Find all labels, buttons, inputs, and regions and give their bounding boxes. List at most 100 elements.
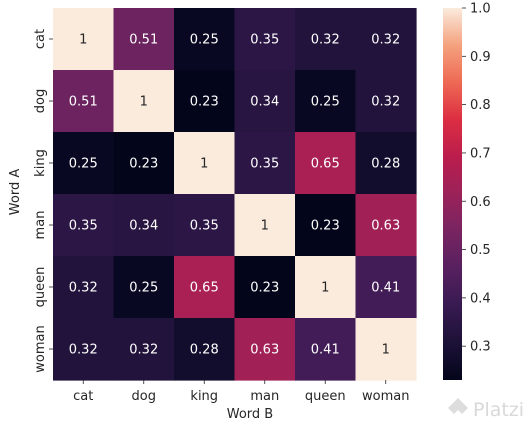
heatmap-cell-queen-king bbox=[174, 256, 236, 319]
heatmap-cell-label: 0.32 bbox=[371, 95, 400, 110]
heatmap-cell-label: 0.35 bbox=[190, 219, 219, 234]
heatmap-cell-king-dog bbox=[113, 132, 175, 195]
heatmap-cell-label: 0.32 bbox=[69, 343, 98, 358]
heatmap-cell-label: 0.32 bbox=[129, 343, 158, 358]
heatmap-cells bbox=[53, 8, 417, 381]
y-axis-ticks: cat dog king man queen woman bbox=[33, 29, 53, 373]
heatmap-cell-label: 0.32 bbox=[69, 281, 98, 296]
x-tick-label: king bbox=[190, 389, 218, 404]
heatmap-cell-man-woman bbox=[355, 194, 417, 257]
heatmap-cell-queen-queen bbox=[295, 256, 357, 319]
x-axis-ticks: cat dog king man queen woman bbox=[73, 380, 409, 404]
y-tick-label: king bbox=[33, 149, 48, 177]
heatmap-cell-dog-dog bbox=[113, 70, 175, 133]
heatmap-cell-label: 1 bbox=[140, 95, 148, 110]
heatmap-cell-label: 0.65 bbox=[190, 281, 219, 296]
colorbar-gradient bbox=[443, 8, 462, 380]
heatmap-cell-label: 0.51 bbox=[129, 33, 158, 48]
colorbar-tick-label: 0.6 bbox=[470, 195, 491, 210]
colorbar-tick-label: 0.8 bbox=[470, 98, 491, 113]
x-tick-label: woman bbox=[362, 389, 409, 404]
heatmap-cell-label: 0.28 bbox=[371, 157, 400, 172]
heatmap-cell-label: 0.35 bbox=[250, 157, 279, 172]
x-axis-label: Word B bbox=[227, 407, 273, 422]
heatmap-cell-label: 0.25 bbox=[190, 33, 219, 48]
heatmap-cell-man-queen bbox=[295, 194, 357, 257]
heatmap-cell-label: 0.63 bbox=[371, 219, 400, 234]
heatmap-cell-label: 0.25 bbox=[129, 281, 158, 296]
heatmap-cell-king-cat bbox=[53, 132, 115, 195]
heatmap-cell-label: 0.63 bbox=[250, 343, 279, 358]
heatmap-cell-label: 0.23 bbox=[250, 281, 279, 296]
y-tick-label: woman bbox=[33, 325, 48, 372]
y-tick-label: cat bbox=[33, 29, 48, 49]
heatmap-cell-label: 1 bbox=[321, 281, 329, 296]
x-tick-label: dog bbox=[132, 389, 156, 404]
y-axis-label: Word A bbox=[8, 169, 23, 216]
heatmap-cell-label: 1 bbox=[79, 33, 87, 48]
colorbar-tick-label: 0.5 bbox=[470, 243, 491, 258]
heatmap-cell-king-woman bbox=[355, 132, 417, 195]
heatmap-cell-woman-king bbox=[174, 318, 236, 381]
heatmap-cell-woman-dog bbox=[113, 318, 175, 381]
heatmap-cell-queen-dog bbox=[113, 256, 175, 319]
heatmap-cell-label: 0.23 bbox=[311, 219, 340, 234]
y-tick-label: man bbox=[33, 211, 48, 240]
heatmap-cell-label: 0.34 bbox=[250, 95, 279, 110]
heatmap-cell-woman-man bbox=[234, 318, 296, 381]
heatmap-cell-label: 1 bbox=[200, 157, 208, 172]
heatmap-cell-cat-king bbox=[174, 8, 236, 71]
colorbar-tick-label: 1.0 bbox=[470, 2, 491, 17]
heatmap-cell-cat-woman bbox=[355, 8, 417, 71]
heatmap-cell-dog-woman bbox=[355, 70, 417, 133]
heatmap-cell-dog-king bbox=[174, 70, 236, 133]
heatmap-cell-woman-queen bbox=[295, 318, 357, 381]
heatmap-cell-cat-dog bbox=[113, 8, 175, 71]
heatmap-cell-label: 0.32 bbox=[311, 33, 340, 48]
heatmap-cell-man-man bbox=[234, 194, 296, 257]
colorbar-tick-label: 0.4 bbox=[470, 291, 491, 306]
heatmap-cell-woman-woman bbox=[355, 318, 417, 381]
heatmap-cell-label: 0.25 bbox=[69, 157, 98, 172]
heatmap-cell-label: 0.34 bbox=[129, 219, 158, 234]
heatmap-cell-label: 0.32 bbox=[371, 33, 400, 48]
heatmap-cell-label: 0.23 bbox=[190, 95, 219, 110]
heatmap-cell-king-king bbox=[174, 132, 236, 195]
heatmap-cell-label: 0.23 bbox=[129, 157, 158, 172]
heatmap-cell-cat-cat bbox=[53, 8, 115, 71]
heatmap-cell-label: 0.35 bbox=[69, 219, 98, 234]
platzi-logo-icon bbox=[448, 398, 468, 418]
colorbar-tick-label: 0.3 bbox=[470, 340, 491, 355]
colorbar-tick-label: 0.9 bbox=[470, 50, 491, 65]
colorbar-tick-label: 0.7 bbox=[470, 146, 491, 161]
x-tick-label: man bbox=[250, 389, 279, 404]
watermark: Platzi bbox=[448, 398, 524, 421]
colorbar bbox=[443, 8, 462, 380]
x-tick-label: cat bbox=[73, 389, 93, 404]
colorbar-ticks: 0.3 0.4 0.5 0.6 0.7 0.8 0.9 1.0 bbox=[462, 2, 491, 355]
y-tick-label: dog bbox=[33, 89, 48, 113]
heatmap-cell-label: 1 bbox=[261, 219, 269, 234]
heatmap-cell-man-cat bbox=[53, 194, 115, 257]
heatmap-cell-cat-man bbox=[234, 8, 296, 71]
heatmap-cell-cat-queen bbox=[295, 8, 357, 71]
heatmap-cell-label: 0.25 bbox=[311, 95, 340, 110]
heatmap-cell-label: 0.65 bbox=[311, 157, 340, 172]
y-tick-label: queen bbox=[33, 267, 48, 308]
heatmap-cell-labels: 1 0.51 0.25 0.35 0.32 0.32 0.51 1 0.23 0.34 0.25 0.… bbox=[69, 33, 400, 358]
heatmap-cell-man-dog bbox=[113, 194, 175, 257]
heatmap-cell-dog-man bbox=[234, 70, 296, 133]
heatmap-cell-dog-queen bbox=[295, 70, 357, 133]
heatmap-cell-label: 0.41 bbox=[311, 343, 340, 358]
heatmap-cell-man-king bbox=[174, 194, 236, 257]
heatmap-cell-label: 1 bbox=[382, 343, 390, 358]
heatmap-cell-king-man bbox=[234, 132, 296, 195]
heatmap-cell-queen-cat bbox=[53, 256, 115, 319]
heatmap-cell-dog-cat bbox=[53, 70, 115, 133]
heatmap-cell-label: 0.28 bbox=[190, 343, 219, 358]
heatmap-cell-label: 0.41 bbox=[371, 281, 400, 296]
heatmap-cell-king-queen bbox=[295, 132, 357, 195]
heatmap-cell-queen-woman bbox=[355, 256, 417, 319]
heatmap-cell-woman-cat bbox=[53, 318, 115, 381]
